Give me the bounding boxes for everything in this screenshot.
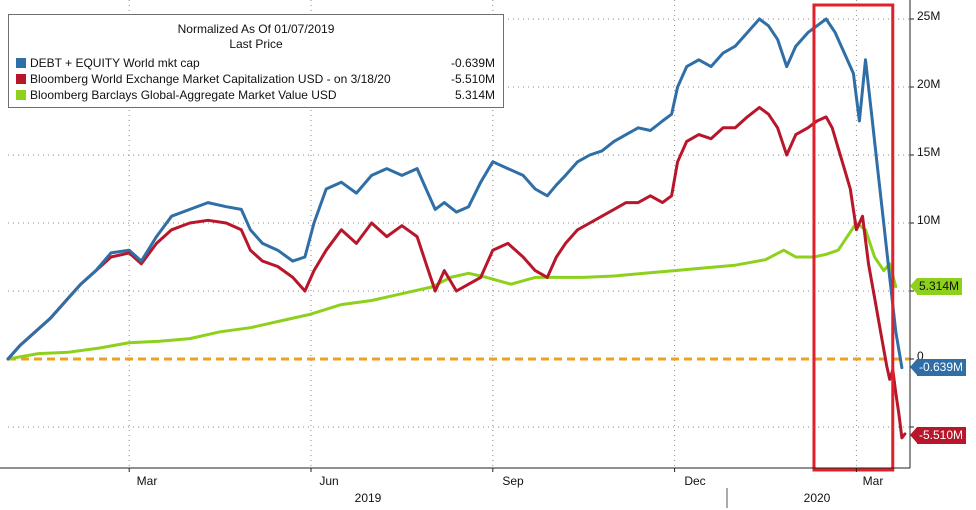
legend-subtitle: Last Price xyxy=(229,37,283,51)
legend-entry-debt-equity: DEBT + EQUITY World mkt cap -0.639M xyxy=(16,55,495,71)
legend-swatch-red xyxy=(16,74,26,84)
y-tick-label: 15M xyxy=(917,145,941,159)
last-value-tag-red: -5.510M xyxy=(909,427,967,444)
legend-entry-world-exchange: Bloomberg World Exchange Market Capitali… xyxy=(16,71,495,87)
series-line-global-aggregate xyxy=(6,221,898,361)
year-label: 2019 xyxy=(354,491,382,505)
series-line-world-exchange xyxy=(6,105,907,440)
x-tick-label: Dec xyxy=(684,474,706,488)
legend-value: 5.314M xyxy=(454,88,495,102)
legend-value: -5.510M xyxy=(450,72,495,86)
series-line-debt-equity xyxy=(6,17,904,370)
y-tick-label: 25M xyxy=(917,9,941,23)
year-label: 2020 xyxy=(803,491,831,505)
x-tick-label: Mar xyxy=(136,474,158,488)
x-tick-label: Mar xyxy=(862,474,884,488)
legend-label: Bloomberg Barclays Global-Aggregate Mark… xyxy=(30,88,337,102)
legend: Normalized As Of 01/07/2019 Last Price D… xyxy=(8,14,504,108)
legend-label: DEBT + EQUITY World mkt cap xyxy=(30,56,200,70)
x-tick-label: Jun xyxy=(319,474,339,488)
legend-swatch-blue xyxy=(16,58,26,68)
y-tick-label: 20M xyxy=(917,77,941,91)
legend-swatch-green xyxy=(16,90,26,100)
legend-value: -0.639M xyxy=(450,56,495,70)
legend-entry-global-aggregate: Bloomberg Barclays Global-Aggregate Mark… xyxy=(16,87,495,103)
y-tick-label: 0 xyxy=(917,349,924,363)
highlight-box xyxy=(812,3,895,472)
legend-label: Bloomberg World Exchange Market Capitali… xyxy=(30,72,391,86)
last-value-tag-blue: -0.639M xyxy=(909,359,967,376)
y-tick-label: 10M xyxy=(917,213,941,227)
legend-title: Normalized As Of 01/07/2019 xyxy=(177,22,335,36)
last-value-tag-green: 5.314M xyxy=(909,278,963,295)
x-tick-label: Sep xyxy=(502,474,524,488)
